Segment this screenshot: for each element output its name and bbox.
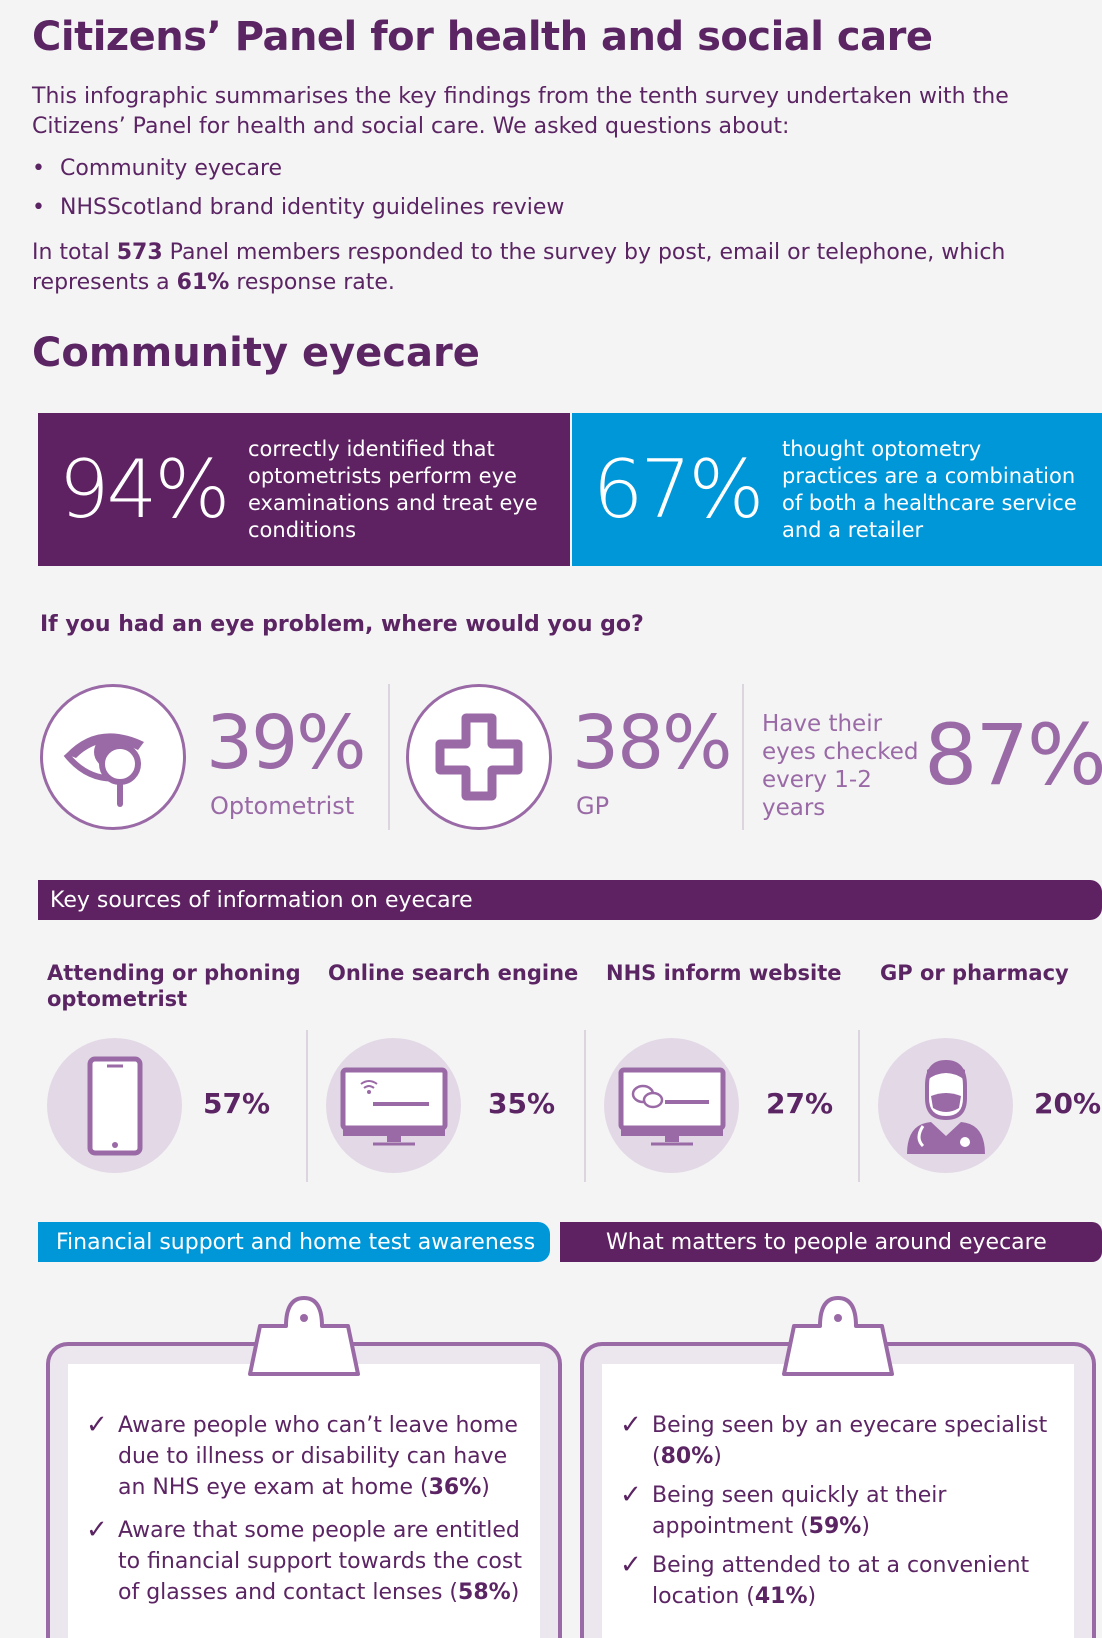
stat-description: thought optometry practices are a combin…: [782, 436, 1077, 542]
list-item: Being attended to at a convenient locati…: [620, 1550, 1060, 1612]
question-heading: If you had an eye problem, where would y…: [40, 612, 644, 637]
eye-check-text: Have their eyes checked every 1-2 years: [762, 711, 919, 821]
stat-box-optometry-practices: 67% thought optometry practices are a co…: [572, 413, 1102, 566]
sources-heading: Key sources of information on eyecare: [50, 887, 473, 913]
source-label: Online search engine: [328, 961, 579, 985]
response-rate: 61%: [176, 270, 230, 295]
divider: [742, 684, 744, 830]
topic-list: Community eyecare NHSScotland brand iden…: [32, 154, 564, 232]
eye-icon: [40, 684, 186, 830]
tab-what-matters: What matters to people around eyecare: [560, 1222, 1102, 1262]
source-label: GP or pharmacy: [880, 961, 1069, 985]
medical-cross-icon: [406, 684, 552, 830]
divider: [584, 1030, 586, 1182]
matters-list: Being seen by an eyecare specialist (80%…: [620, 1410, 1060, 1612]
stat-percent: 94%: [58, 443, 231, 536]
gp-label: GP: [576, 792, 610, 820]
respondent-count: 573: [116, 240, 163, 265]
page-title: Citizens’ Panel for health and social ca…: [32, 14, 933, 60]
source-percent: 35%: [488, 1087, 556, 1120]
clipboard-clip-icon: [246, 1296, 362, 1382]
monitor-chat-icon: [604, 1038, 739, 1173]
sources-heading-bar: Key sources of information on eyecare: [38, 880, 1102, 920]
intro-text: This infographic summarises the key find…: [32, 84, 1009, 139]
clipboard-clip-icon: [780, 1296, 896, 1382]
divider: [306, 1030, 308, 1182]
tab-financial-support: Financial support and home test awarenes…: [38, 1222, 550, 1262]
source-percent: 27%: [766, 1087, 834, 1120]
optometrist-label: Optometrist: [210, 792, 355, 820]
phone-icon: [47, 1038, 182, 1173]
stat-percent: 67%: [592, 443, 765, 536]
divider: [858, 1030, 860, 1182]
stat-description: correctly identified that optometrists p…: [248, 436, 538, 542]
eye-check-percent: 87%: [924, 706, 1102, 804]
list-item: Aware people who can’t leave home due to…: [86, 1410, 526, 1503]
stat-box-optometrists: 94% correctly identified that optometris…: [38, 413, 570, 566]
tab-label: Financial support and home test awarenes…: [56, 1229, 536, 1255]
gp-percent: 38%: [572, 700, 732, 786]
section-title: Community eyecare: [32, 330, 480, 376]
topic-item: NHSScotland brand identity guidelines re…: [32, 193, 564, 223]
list-item: Being seen by an eyecare specialist (80%…: [620, 1410, 1060, 1472]
source-label: NHS inform website: [606, 961, 842, 985]
optometrist-percent: 39%: [206, 700, 366, 786]
response-summary: In total 573 Panel members responded to …: [32, 240, 1006, 295]
source-percent: 20%: [1034, 1087, 1102, 1120]
topic-item: Community eyecare: [32, 154, 564, 184]
divider: [388, 684, 390, 830]
source-percent: 57%: [203, 1087, 271, 1120]
source-label: Attending or phoning optometrist: [47, 961, 301, 1011]
awareness-list: Aware people who can’t leave home due to…: [86, 1410, 526, 1608]
doctor-icon: [878, 1038, 1013, 1173]
list-item: Aware that some people are entitled to f…: [86, 1515, 526, 1608]
monitor-search-icon: [326, 1038, 461, 1173]
tab-label: What matters to people around eyecare: [606, 1229, 1047, 1255]
list-item: Being seen quickly at their appointment …: [620, 1480, 1060, 1542]
